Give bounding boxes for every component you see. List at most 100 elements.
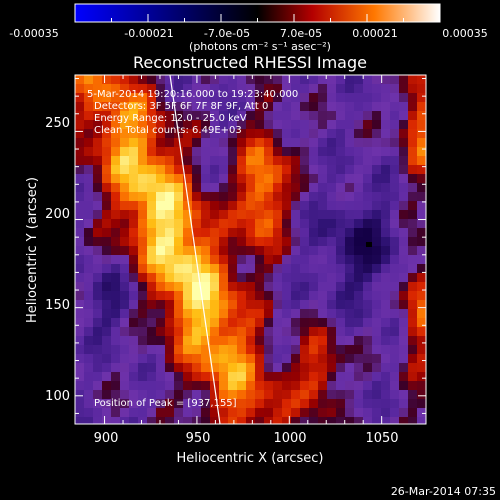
heatmap-cell bbox=[165, 75, 175, 85]
heatmap-cell bbox=[156, 399, 166, 409]
heatmap-cell bbox=[111, 300, 121, 310]
heatmap-cell bbox=[390, 300, 400, 310]
heatmap-cell bbox=[372, 174, 382, 184]
heatmap-cell bbox=[381, 255, 391, 265]
x-tick-label: 950 bbox=[186, 431, 211, 446]
heatmap-cell bbox=[147, 210, 157, 220]
heatmap-cell bbox=[165, 237, 175, 247]
heatmap-cell bbox=[354, 408, 364, 418]
heatmap-cell bbox=[354, 291, 364, 301]
heatmap-cell bbox=[84, 327, 94, 337]
heatmap-cell bbox=[165, 363, 175, 373]
heatmap-cell bbox=[246, 255, 256, 265]
heatmap-cell bbox=[318, 255, 328, 265]
heatmap-cell bbox=[300, 345, 310, 355]
heatmap-cell bbox=[129, 102, 139, 112]
heatmap-cell bbox=[156, 381, 166, 391]
heatmap-cell bbox=[138, 309, 148, 319]
heatmap-cell bbox=[345, 237, 355, 247]
heatmap-cell bbox=[291, 318, 301, 328]
heatmap-cell bbox=[255, 345, 265, 355]
heatmap-cell bbox=[318, 210, 328, 220]
heatmap-cell bbox=[363, 390, 373, 400]
heatmap-cell bbox=[111, 174, 121, 184]
heatmap-cell bbox=[246, 318, 256, 328]
heatmap-cell bbox=[255, 147, 265, 157]
heatmap-cell bbox=[84, 354, 94, 364]
heatmap-cell bbox=[345, 273, 355, 283]
heatmap-cell bbox=[210, 147, 220, 157]
heatmap-cell bbox=[264, 390, 274, 400]
heatmap-cell bbox=[183, 381, 193, 391]
heatmap-cell bbox=[129, 291, 139, 301]
heatmap-cell bbox=[219, 138, 229, 148]
heatmap-cell bbox=[282, 264, 292, 274]
heatmap-cell bbox=[399, 246, 409, 256]
heatmap-cell bbox=[102, 282, 112, 292]
heatmap-cell bbox=[327, 102, 337, 112]
heatmap-cell bbox=[174, 237, 184, 247]
heatmap-cell bbox=[228, 165, 238, 175]
heatmap-cell bbox=[228, 129, 238, 139]
heatmap-cell bbox=[75, 354, 85, 364]
heatmap-cell bbox=[102, 354, 112, 364]
heatmap-cell bbox=[84, 228, 94, 238]
heatmap-cell bbox=[201, 408, 211, 418]
heatmap-cell bbox=[336, 93, 346, 103]
heatmap-cell bbox=[372, 120, 382, 130]
heatmap-cell bbox=[372, 309, 382, 319]
heatmap-cell bbox=[399, 318, 409, 328]
heatmap-cell bbox=[183, 417, 193, 424]
heatmap-cell bbox=[408, 102, 418, 112]
heatmap-cell bbox=[111, 390, 121, 400]
heatmap-cell bbox=[174, 354, 184, 364]
heatmap-cell bbox=[255, 102, 265, 112]
heatmap-cell bbox=[84, 219, 94, 229]
x-tick-label: 900 bbox=[94, 431, 119, 446]
heatmap-cell bbox=[363, 165, 373, 175]
heatmap-cell bbox=[93, 219, 103, 229]
heatmap-cell bbox=[201, 219, 211, 229]
heatmap-cell bbox=[237, 210, 247, 220]
heatmap-cell bbox=[174, 327, 184, 337]
heatmap-cell bbox=[255, 237, 265, 247]
heatmap-cell bbox=[246, 408, 256, 418]
heatmap-cell bbox=[201, 111, 211, 121]
heatmap-cell bbox=[336, 138, 346, 148]
heatmap-cell bbox=[165, 291, 175, 301]
heatmap-cell bbox=[408, 156, 418, 166]
heatmap-cell bbox=[354, 318, 364, 328]
heatmap-cell bbox=[282, 210, 292, 220]
heatmap-cell bbox=[192, 129, 202, 139]
heatmap-cell bbox=[255, 309, 265, 319]
heatmap-cell bbox=[318, 75, 328, 85]
heatmap-cell bbox=[318, 219, 328, 229]
heatmap-cell bbox=[219, 192, 229, 202]
heatmap-cell bbox=[408, 309, 418, 319]
heatmap-cell bbox=[156, 147, 166, 157]
heatmap-cell bbox=[255, 282, 265, 292]
heatmap-cell bbox=[345, 363, 355, 373]
heatmap-cell bbox=[327, 111, 337, 121]
heatmap-cell bbox=[399, 291, 409, 301]
heatmap-cell bbox=[327, 138, 337, 148]
heatmap-cell bbox=[84, 192, 94, 202]
heatmap-cell bbox=[84, 417, 94, 424]
heatmap-cell bbox=[309, 120, 319, 130]
heatmap-cell bbox=[417, 336, 426, 346]
heatmap-cell bbox=[183, 408, 193, 418]
heatmap-cell bbox=[165, 273, 175, 283]
heatmap-cell bbox=[282, 417, 292, 424]
heatmap-cell bbox=[273, 147, 283, 157]
heatmap-cell bbox=[93, 363, 103, 373]
heatmap-cell bbox=[273, 363, 283, 373]
heatmap-cell bbox=[318, 165, 328, 175]
heatmap-cell bbox=[102, 327, 112, 337]
heatmap-cell bbox=[354, 174, 364, 184]
heatmap-cell bbox=[390, 93, 400, 103]
heatmap-cell bbox=[192, 219, 202, 229]
heatmap-cell bbox=[408, 282, 418, 292]
heatmap-cell bbox=[363, 237, 373, 247]
heatmap-cell bbox=[372, 102, 382, 112]
heatmap-cell bbox=[165, 246, 175, 256]
